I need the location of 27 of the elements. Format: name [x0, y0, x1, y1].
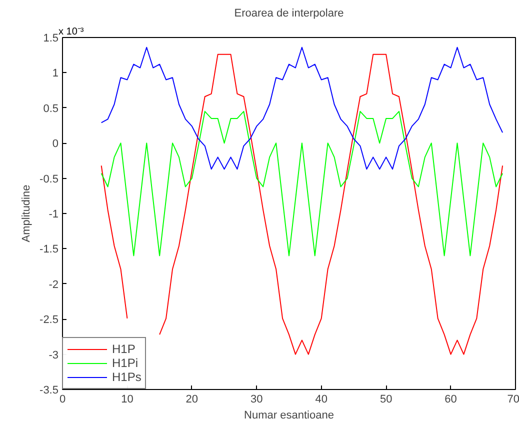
- y-tick-label: 1: [52, 68, 59, 80]
- x-tick-label: 10: [121, 394, 134, 406]
- legend-label: H1Ps: [112, 370, 142, 384]
- y-tick-label: -2: [48, 278, 58, 291]
- y-tick-label: -3.5: [40, 384, 59, 396]
- y-tick-label: 0.5: [43, 102, 59, 115]
- annotation: x 10⁻³: [58, 26, 84, 38]
- y-tick-label: -1: [48, 208, 58, 220]
- legend-label: H1Pi: [112, 356, 138, 370]
- line-series: [100, 110, 504, 256]
- line-series: [100, 46, 504, 170]
- x-tick-label: 70: [507, 394, 519, 406]
- x-tick-label: 30: [250, 394, 263, 406]
- y-tick-label: -2.5: [40, 314, 59, 326]
- y-axis-title: Amplitudine: [20, 184, 33, 242]
- legend-label: H1P: [112, 342, 136, 356]
- x-tick-label: 50: [380, 394, 392, 406]
- x-tick-label: 60: [444, 394, 457, 406]
- y-tick-label: -1.5: [40, 244, 59, 256]
- y-tick-label: 0: [52, 138, 59, 150]
- x-tick-label: 20: [186, 394, 198, 406]
- x-tick-label: 40: [315, 394, 328, 406]
- y-tick-label: 1.5: [43, 32, 59, 44]
- chart-title: Eroarea de interpolare: [234, 8, 344, 20]
- y-tick-label: -0.5: [40, 173, 59, 186]
- y-tick-label: -3: [48, 349, 58, 362]
- x-axis-title: Numar esantioane: [244, 410, 334, 422]
